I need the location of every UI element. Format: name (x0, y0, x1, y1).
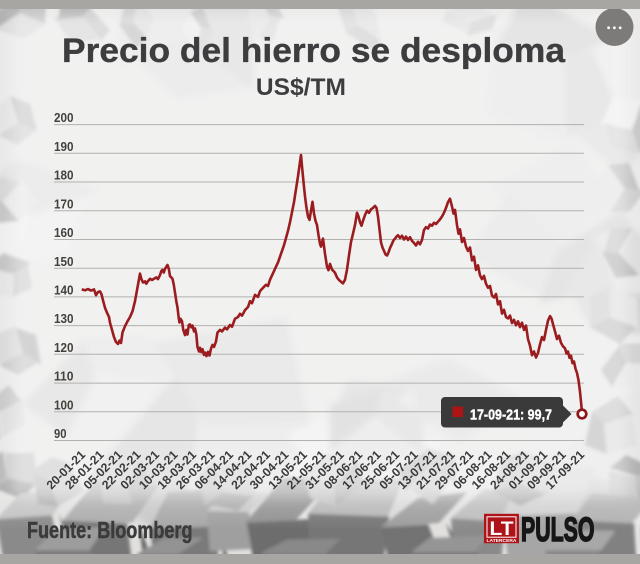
svg-text:200: 200 (54, 110, 74, 125)
svg-text:LATERCERA: LATERCERA (487, 538, 518, 544)
svg-text:90: 90 (54, 426, 67, 441)
svg-text:LT: LT (490, 518, 514, 540)
svg-text:100: 100 (54, 397, 74, 412)
svg-text:140: 140 (54, 283, 74, 298)
svg-text:150: 150 (54, 254, 74, 269)
svg-text:120: 120 (54, 340, 74, 355)
svg-text:Precio del hierro se desploma: Precio del hierro se desploma (62, 32, 566, 70)
svg-text:130: 130 (54, 311, 74, 326)
svg-text:17-09-21: 99,7: 17-09-21: 99,7 (470, 407, 552, 423)
svg-text:Fuente: Bloomberg: Fuente: Bloomberg (27, 517, 193, 543)
svg-text:170: 170 (54, 196, 74, 211)
svg-text:US$/TM: US$/TM (256, 74, 346, 101)
svg-text:110: 110 (54, 369, 74, 384)
svg-text:190: 190 (54, 139, 74, 154)
svg-text:180: 180 (54, 168, 74, 183)
svg-text:PULSO: PULSO (521, 511, 595, 549)
svg-text:160: 160 (54, 225, 74, 240)
